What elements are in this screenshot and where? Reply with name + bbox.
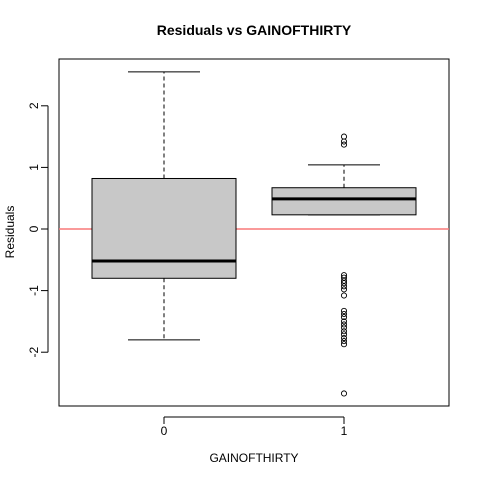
group-1-outlier-7 — [340, 283, 348, 290]
group-1-outlier-12 — [340, 314, 348, 321]
group-1-outlier-10 — [340, 307, 348, 314]
y-tick-label-0: -2 — [27, 347, 41, 358]
group-1-outlier-21 — [340, 390, 348, 397]
group-1-outlier-13 — [340, 318, 348, 325]
group-1-outlier-14 — [340, 321, 348, 328]
group-1-outlier-0 — [340, 133, 348, 140]
x-tick-label-1: 1 — [341, 424, 348, 438]
group-1-outlier-15 — [340, 324, 348, 331]
group-1-outlier-11 — [340, 310, 348, 318]
x-tick-label-0: 0 — [161, 424, 168, 438]
group-1-outlier-9 — [340, 292, 348, 299]
y-tick-label-3: 1 — [27, 164, 41, 171]
y-tick-label-2: 0 — [27, 225, 41, 232]
plot-area: -2 -1 0 1 2 0 1 — [27, 58, 450, 438]
group-1-outlier-1 — [340, 138, 348, 145]
group-1-outlier-16 — [340, 328, 348, 335]
y-tick-label-4: 2 — [27, 102, 41, 109]
plot-frame — [58, 58, 450, 407]
group-1-outlier-18 — [340, 334, 348, 342]
group-1-outlier-6 — [340, 280, 348, 287]
group-1-outlier-20 — [340, 341, 348, 348]
group-1-box — [271, 187, 417, 216]
chart-title: Residuals vs GAINOFTHIRTY — [157, 22, 352, 38]
y-tick-label-1: -1 — [27, 285, 41, 296]
group-1-outlier-19 — [340, 338, 348, 345]
group-1-outlier-17 — [340, 331, 348, 338]
x-axis-label: GAINOFTHIRTY — [209, 451, 298, 465]
group-0-box — [91, 177, 237, 279]
group-1-outlier-2 — [340, 141, 348, 148]
group-1-outlier-8 — [340, 286, 348, 293]
y-axis-label: Residuals — [3, 206, 17, 259]
